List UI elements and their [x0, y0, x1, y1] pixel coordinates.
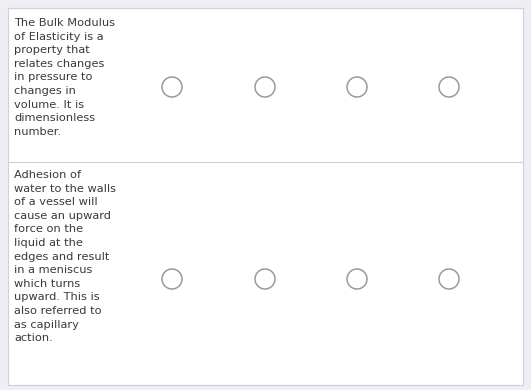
Ellipse shape — [255, 269, 275, 289]
Ellipse shape — [162, 269, 182, 289]
Ellipse shape — [347, 269, 367, 289]
Text: The Bulk Modulus
of Elasticity is a
property that
relates changes
in pressure to: The Bulk Modulus of Elasticity is a prop… — [14, 18, 115, 137]
Text: Adhesion of
water to the walls
of a vessel will
cause an upward
force on the
liq: Adhesion of water to the walls of a vess… — [14, 170, 116, 343]
Ellipse shape — [439, 269, 459, 289]
Ellipse shape — [347, 77, 367, 97]
Ellipse shape — [439, 77, 459, 97]
Ellipse shape — [255, 77, 275, 97]
Ellipse shape — [162, 77, 182, 97]
